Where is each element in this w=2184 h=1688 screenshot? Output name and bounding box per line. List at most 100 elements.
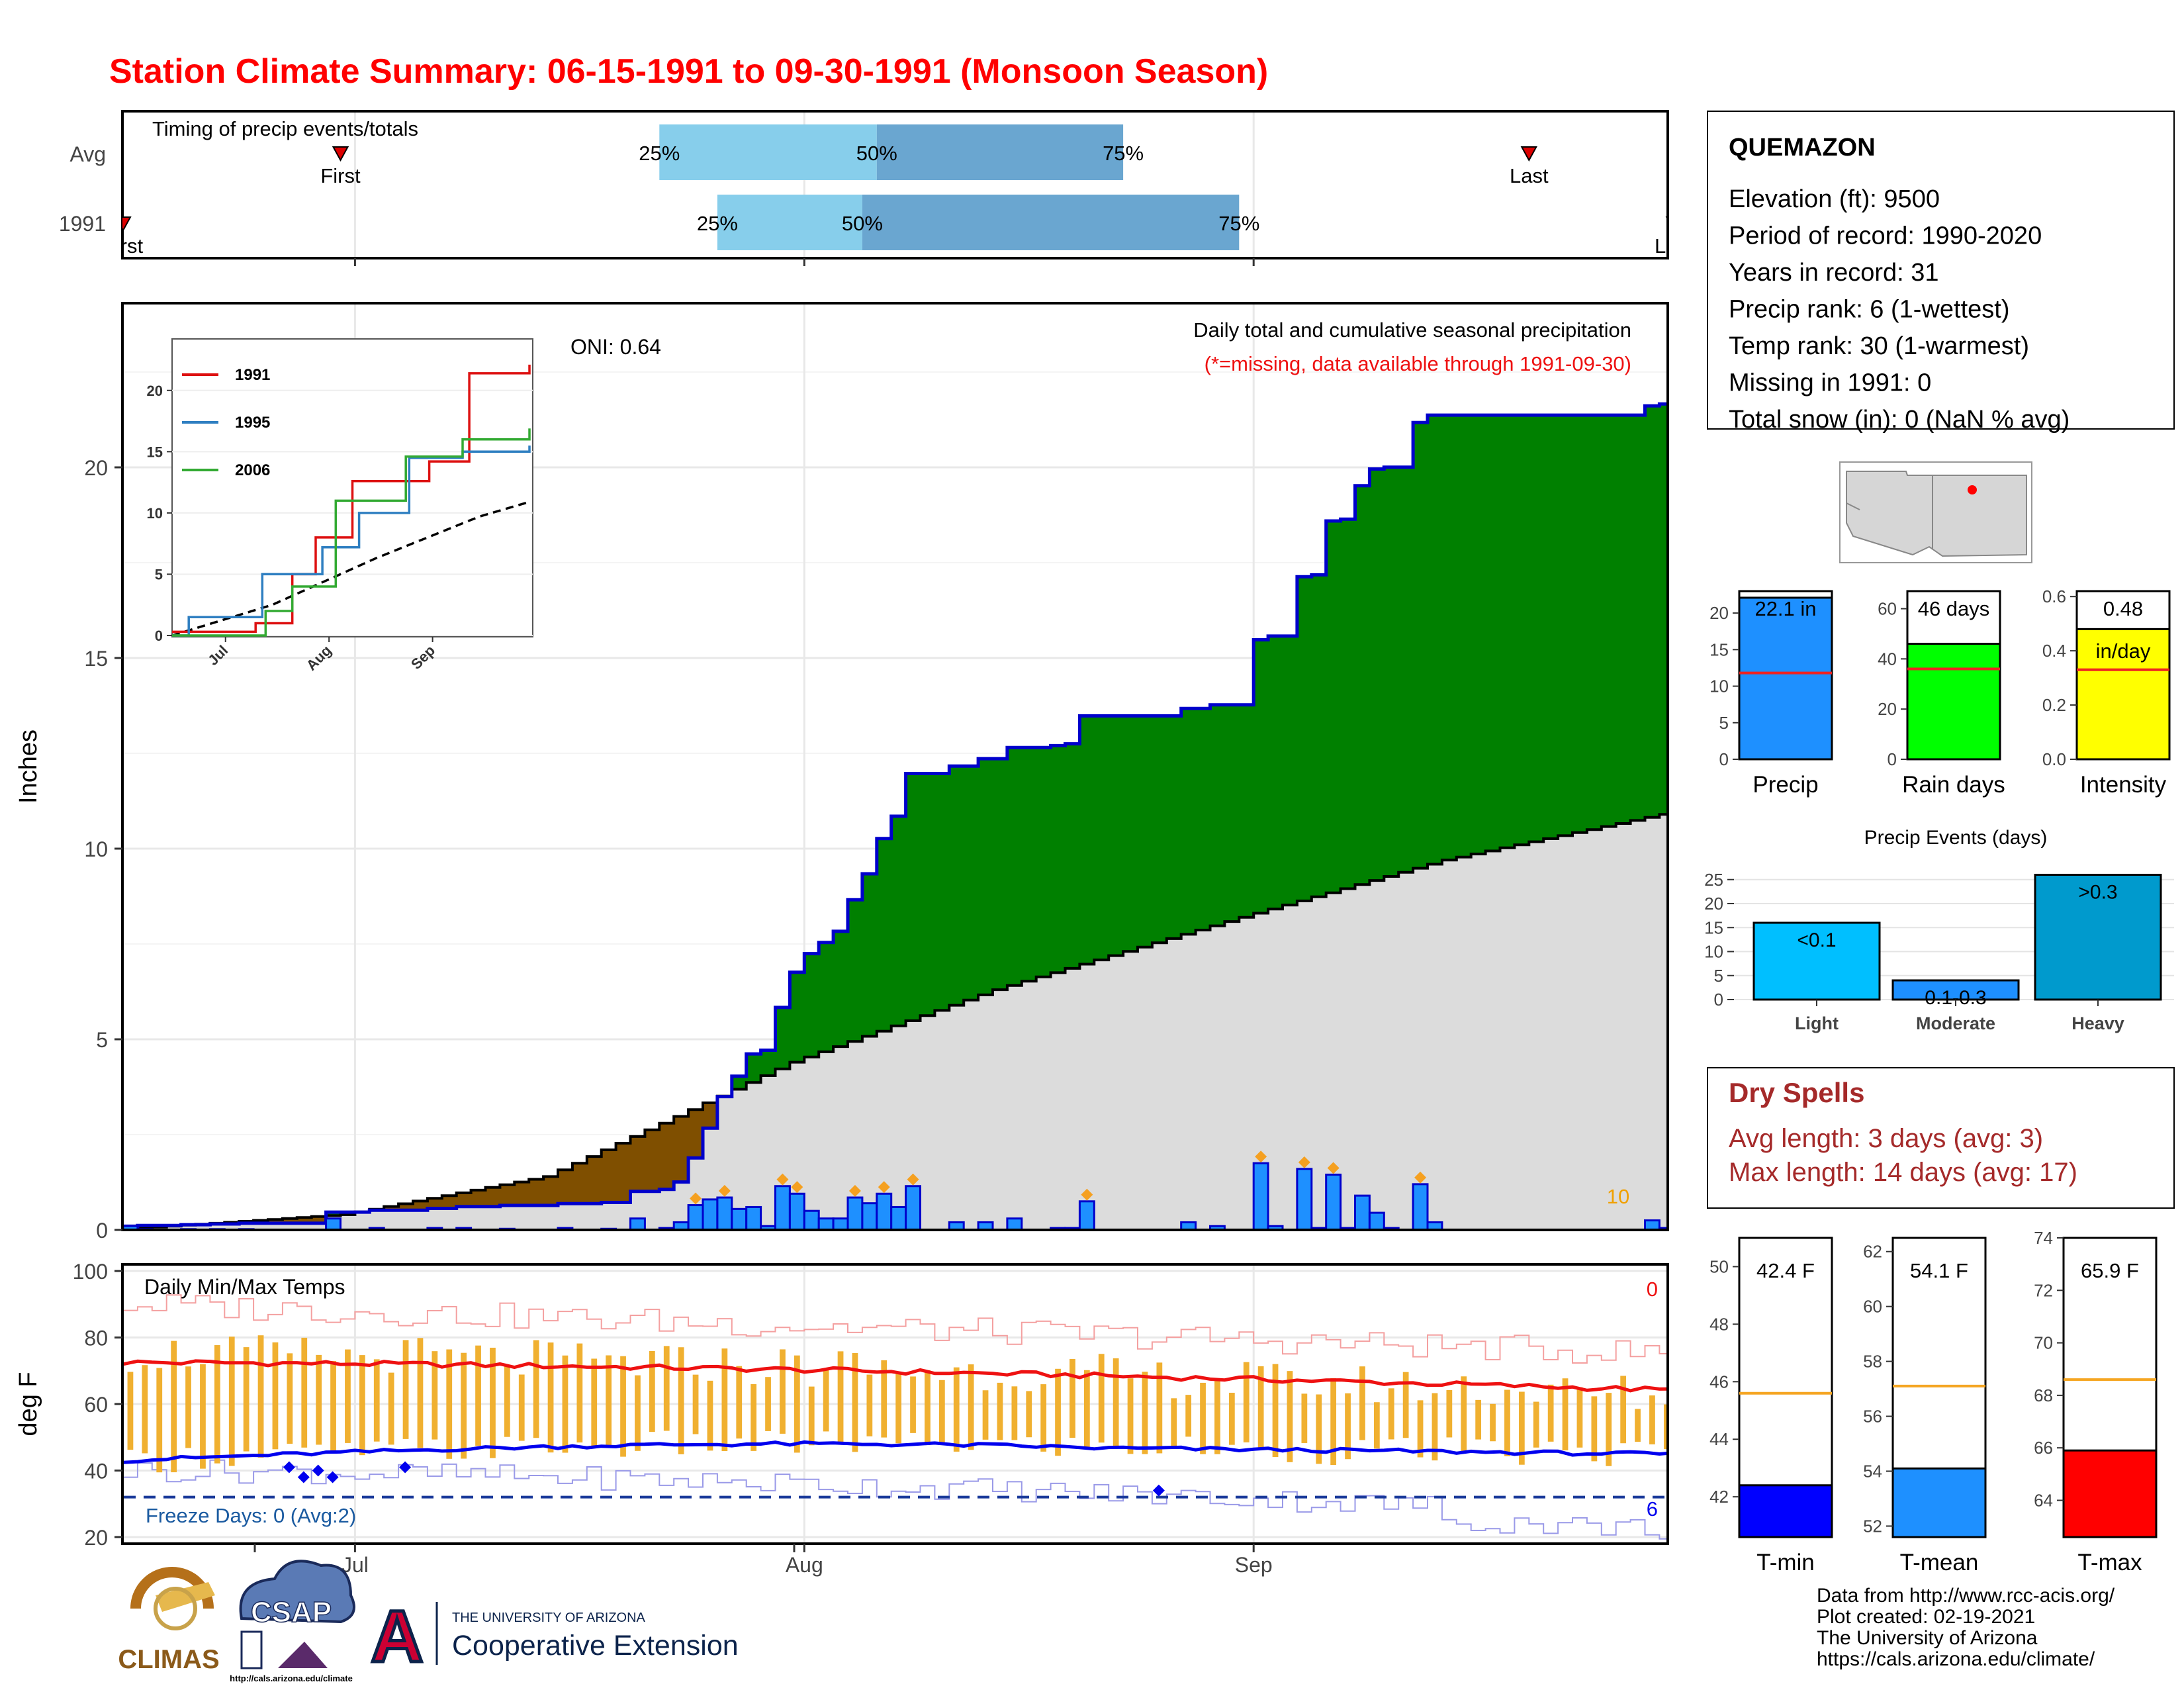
temp-summary-bar-value [2062,1449,2158,1538]
summary-bar-value [2075,628,2171,761]
location-map [1839,461,2032,563]
timing-row-label-1991: 1991 [59,212,106,236]
credit-line: The University of Arizona [1817,1627,2038,1649]
daily-temp-range-bar [1171,1398,1177,1446]
daily-temp-range-bar [866,1374,873,1436]
daily-temp-range-bar [287,1353,293,1444]
precip-y-axis: 0 5 10 15 20 [84,456,122,1243]
credit-line: https://cals.arizona.edu/climate/ [1817,1648,2095,1670]
temp-summary-bar-value [1738,1484,1833,1538]
summary-bar-y-tick-label: 5 [1719,713,1729,733]
temp-y-tick-label: 60 [84,1393,108,1417]
daily-temp-range-bar [736,1366,743,1439]
summary-bar-y-tick-label: 0.0 [2042,749,2066,769]
cold-day-marker [399,1461,412,1474]
daily-temp-range-bar [1547,1384,1554,1442]
avg-tmax-line [122,1359,1668,1393]
daily-precip-bar [846,1196,864,1230]
daily-precip-bar [803,1209,820,1230]
temp-summary-y-tick-label: 50 [1709,1256,1729,1276]
record-high-line [123,1294,1668,1364]
precip-y-tick-label: 10 [84,837,108,861]
timing-q25-label: 25% [697,212,738,235]
daily-temp-range-bar [1142,1372,1148,1454]
daily-temp-range-bar [794,1355,800,1453]
summary-bar-label: Precip [1752,772,1818,798]
daily-temp-range-bar [1359,1366,1365,1440]
daily-precip-bar [745,1205,762,1230]
heavy-event-marker [1327,1162,1340,1174]
daily-temp-range-bar [1272,1364,1279,1458]
station-location-dot [1968,485,1977,494]
x-tick-label: Aug [786,1553,823,1577]
csap-logo-text: CSAP [251,1596,332,1628]
avg-tmin-line [122,1440,1668,1464]
ua-small-text: THE UNIVERSITY OF ARIZONA [452,1611,646,1625]
precip-y-tick-label: 15 [84,647,108,671]
ua-block-a: A [371,1596,423,1677]
daily-temp-range-bar [533,1340,539,1438]
ua-main-text: Cooperative Extension [452,1630,739,1662]
summary-bar-label: Rain days [1902,772,2005,798]
daily-temp-range-bar [1475,1399,1482,1440]
dry-spells-title: Dry Spells [1729,1077,1864,1108]
daily-temp-range-bar [1649,1395,1655,1444]
heavy-event-marker [776,1173,789,1186]
summary-bar-y-tick-label: 60 [1878,599,1897,619]
ua-logo: A THE UNIVERSITY OF ARIZONA Cooperative … [369,1595,739,1679]
first-event-label: First [103,234,144,258]
first-event-marker [332,146,349,162]
precip-events-y-tick-label: 20 [1704,894,1723,914]
precip-events-category: Moderate [1916,1013,1995,1033]
daily-precip-bar [774,1185,791,1230]
cold-day-marker [326,1471,339,1483]
daily-precip-bar [702,1198,719,1230]
daily-temp-range-bar [1040,1384,1047,1452]
summary-bar-value-label: 0.48 [2103,597,2143,620]
timing-bar-q50-q75 [862,195,1240,250]
timing-bar-q50-q75 [876,124,1124,180]
inset-y-tick-label: 5 [155,566,163,583]
daily-temp-range-bar [997,1382,1003,1440]
heavy-event-marker [1298,1156,1310,1168]
summary-bar-y-tick-label: 20 [1878,699,1897,719]
daily-temp-range-bar [461,1352,467,1459]
daily-temp-range-bar [1562,1378,1569,1451]
daily-temp-range-bars [127,1335,1668,1473]
credits: Data from http://www.rcc-acis.org/Plot c… [1817,1585,2115,1670]
temperature-summary-bars: 42.4 F 42 44 46 48 50 T-min 54.1 F 52 54 56 58 60 62 T… [1709,1228,2158,1575]
inset-series [171,364,531,637]
daily-precip-bar [629,1217,646,1230]
daily-temp-range-bar [808,1386,815,1446]
temp-summary-y-tick-label: 58 [1863,1352,1882,1372]
x-tick-label: Sep [1235,1553,1273,1577]
precip-events-category: Light [1795,1013,1839,1033]
temp-summary-y-tick-label: 62 [1863,1242,1882,1262]
temp-summary-y-tick-label: 56 [1863,1407,1882,1427]
daily-temp-range-bar [432,1351,438,1440]
csap-url: http://cals.arizona.edu/climate [230,1673,353,1683]
precip-events-bar [2034,874,2162,1001]
daily-temp-range-bar [1113,1358,1119,1446]
daily-precip-bar [1412,1183,1429,1230]
daily-temp-range-bar [1461,1376,1467,1452]
climas-logo: CLIMAS [118,1567,220,1674]
temp-summary-y-tick-label: 74 [2034,1228,2053,1248]
daily-precip-bar [832,1217,849,1230]
daily-temp-range-bar [518,1374,525,1441]
credit-line: Plot created: 02-19-2021 [1817,1606,2035,1628]
station-detail-line: Period of record: 1990-2020 [1729,222,2042,250]
summary-bar-label: Intensity [2080,772,2167,798]
record-low-line [123,1459,1668,1540]
timing-q25-label: 25% [639,142,680,165]
temp-summary-bar-label: T-max [2077,1550,2142,1575]
precip-events-category: Heavy [2071,1013,2124,1033]
precip-events-y-tick-label: 0 [1714,990,1723,1009]
precip-y-tick-label: 20 [84,456,108,480]
summary-bar-value-unit: in/day [2096,639,2151,663]
csap-logo: CSAP http://cals.arizona.edu/climate [230,1560,355,1683]
daily-temp-range-bar [1185,1395,1192,1437]
timing-q50-label: 50% [856,142,897,165]
daily-temp-range-bar [881,1360,887,1438]
daily-temp-range-bar [925,1370,931,1445]
